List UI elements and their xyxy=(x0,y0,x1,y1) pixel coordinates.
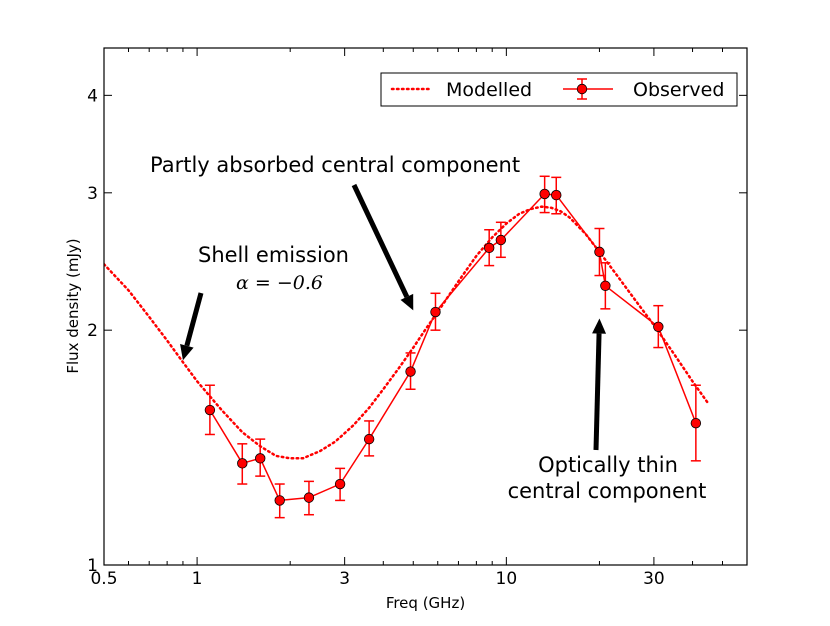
x-tick-label: 1 xyxy=(192,569,203,589)
legend-observed-swatch xyxy=(563,78,613,100)
arrow-partly-absorbed xyxy=(351,183,414,311)
x-axis-ticks: 0.5 1 3 10 30 xyxy=(90,48,748,589)
observed-point xyxy=(600,280,611,291)
observed-point xyxy=(551,189,562,201)
observed-point xyxy=(539,188,550,200)
x-tick-label: 10 xyxy=(496,569,518,589)
legend-box xyxy=(380,72,738,107)
observed-point xyxy=(237,458,248,469)
legend: Modelled Observed xyxy=(380,72,738,107)
annotation-partly-absorbed: Partly absorbed central component xyxy=(150,153,520,177)
x-tick-label: 3 xyxy=(339,569,350,589)
observed-point xyxy=(363,433,375,445)
observed-point xyxy=(483,242,495,254)
observed-point xyxy=(274,495,285,506)
legend-observed-label: Observed xyxy=(633,79,724,101)
legend-modelled-label: Modelled xyxy=(446,79,532,101)
annotation-shell-emission: Shell emission xyxy=(198,243,349,267)
y-tick-label: 3 xyxy=(87,184,98,204)
arrow-optically-thin xyxy=(592,318,607,451)
observed-point xyxy=(690,417,702,429)
observed-point xyxy=(405,366,416,377)
modelled-curve xyxy=(104,205,710,460)
y-tick-label: 1 xyxy=(87,556,98,576)
observed-point xyxy=(255,453,266,464)
x-tick-label: 0.5 xyxy=(90,569,117,589)
observed-series xyxy=(204,175,702,519)
observed-point xyxy=(303,492,315,503)
x-tick-label: 30 xyxy=(643,569,665,589)
plot-frame xyxy=(103,47,748,566)
x-axis-label: Freq (GHz) xyxy=(386,594,465,612)
annotation-optically-thin-line1: Optically thin xyxy=(538,453,678,477)
y-axis-label: Flux density (mJy) xyxy=(64,238,82,373)
observed-point xyxy=(495,234,507,246)
observed-point xyxy=(204,404,216,416)
y-tick-label: 4 xyxy=(87,86,98,106)
y-tick-label: 2 xyxy=(87,321,98,341)
annotation-optically-thin-line2: central component xyxy=(508,479,707,503)
annotation-arrows xyxy=(180,183,607,451)
observed-point xyxy=(653,321,664,333)
modelled-series xyxy=(104,205,710,460)
annotation-shell-alpha: α = −0.6 xyxy=(236,272,323,294)
observed-point xyxy=(334,478,346,490)
arrow-shell-emission xyxy=(180,292,204,361)
observed-point xyxy=(594,246,605,258)
observed-point xyxy=(430,306,441,318)
